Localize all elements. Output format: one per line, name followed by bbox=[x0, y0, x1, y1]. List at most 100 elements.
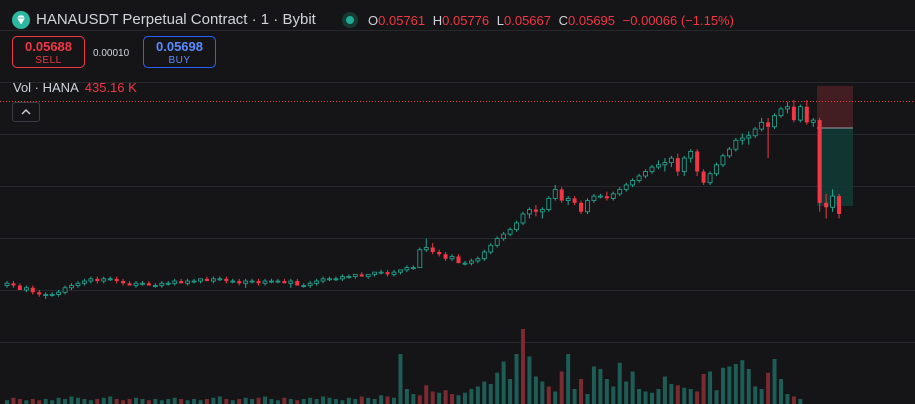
volume-bar bbox=[411, 394, 416, 404]
candle bbox=[398, 269, 403, 275]
volume-bar bbox=[179, 399, 184, 404]
candle-body bbox=[133, 282, 139, 286]
candle-body bbox=[598, 195, 603, 198]
candle bbox=[333, 276, 339, 282]
volume-bar bbox=[398, 354, 403, 404]
volume-bar bbox=[30, 399, 35, 404]
candle bbox=[359, 272, 364, 277]
candle-body bbox=[127, 283, 132, 286]
candle-body bbox=[75, 282, 81, 286]
candle bbox=[385, 269, 390, 277]
candle bbox=[579, 200, 584, 214]
candle-body bbox=[430, 247, 435, 252]
candle bbox=[598, 193, 603, 199]
sell-button[interactable]: 0.05688 SELL bbox=[12, 36, 85, 68]
candle bbox=[69, 283, 74, 290]
candle bbox=[752, 126, 758, 138]
candle bbox=[210, 276, 216, 284]
volume-bar bbox=[475, 386, 480, 404]
candle-body bbox=[114, 278, 119, 282]
candle-body bbox=[288, 280, 294, 284]
candle-body bbox=[37, 292, 42, 295]
volume-bar bbox=[172, 397, 177, 404]
candle bbox=[198, 278, 203, 284]
candle bbox=[572, 196, 577, 206]
volume-bar bbox=[740, 360, 745, 404]
candle-body bbox=[572, 198, 577, 203]
volume-bar bbox=[546, 386, 551, 404]
candle-body bbox=[481, 251, 487, 260]
volume-bar bbox=[24, 400, 29, 404]
candle bbox=[746, 131, 752, 145]
candle-body bbox=[372, 271, 378, 275]
symbol-title[interactable]: HANAUSDT Perpetual Contract · 1 · Bybit bbox=[36, 11, 316, 28]
volume-bar bbox=[443, 390, 448, 404]
candle-body bbox=[185, 280, 191, 284]
volume-bar bbox=[75, 397, 80, 404]
candle bbox=[146, 281, 151, 286]
close-label: C bbox=[558, 13, 569, 28]
volume-bar bbox=[695, 391, 700, 404]
volume-value: 435.16 K bbox=[84, 80, 137, 95]
candle-body bbox=[656, 164, 661, 168]
candle bbox=[410, 265, 416, 270]
buy-button[interactable]: 0.05698 BUY bbox=[143, 36, 216, 68]
candle bbox=[649, 164, 655, 174]
volume-bar bbox=[263, 396, 267, 404]
candle-body bbox=[778, 108, 784, 117]
candle-body bbox=[752, 128, 758, 137]
candle-body bbox=[539, 209, 545, 213]
candle-body bbox=[159, 282, 165, 286]
candle bbox=[320, 276, 326, 284]
volume-bar bbox=[798, 399, 803, 404]
volume-bar bbox=[688, 389, 693, 404]
candle bbox=[507, 227, 513, 237]
candle-body bbox=[217, 278, 223, 281]
candle-body bbox=[837, 196, 842, 214]
candle bbox=[4, 281, 10, 288]
candle bbox=[114, 276, 119, 284]
volume-bar bbox=[192, 399, 197, 404]
candle bbox=[714, 162, 719, 176]
candle bbox=[701, 169, 706, 185]
candlestick-series bbox=[4, 100, 842, 299]
candle-body bbox=[514, 222, 519, 231]
candle-body bbox=[507, 229, 513, 235]
position-overlay[interactable] bbox=[817, 86, 853, 206]
candle bbox=[243, 278, 249, 288]
volume-bar bbox=[243, 397, 248, 404]
volume-bar bbox=[237, 399, 242, 404]
volume-bar bbox=[11, 397, 16, 404]
high-value: 0.05776 bbox=[442, 13, 490, 28]
candle bbox=[179, 278, 184, 284]
volume-bar bbox=[456, 395, 461, 404]
volume-bar bbox=[101, 397, 106, 404]
candle bbox=[462, 260, 468, 266]
candle-body bbox=[121, 281, 126, 284]
candle-body bbox=[437, 252, 442, 255]
candle bbox=[49, 292, 55, 297]
candle-body bbox=[579, 202, 584, 212]
candle-body bbox=[237, 281, 242, 284]
candle-body bbox=[333, 278, 339, 281]
candle-body bbox=[797, 106, 803, 121]
chevron-up-icon[interactable] bbox=[12, 102, 40, 122]
volume-bar bbox=[211, 397, 216, 404]
candle bbox=[759, 117, 765, 132]
candle bbox=[643, 169, 648, 179]
low-value: 0.05667 bbox=[504, 13, 551, 28]
volume-legend[interactable]: Vol · HANA 435.16 K bbox=[13, 80, 137, 95]
candle bbox=[172, 278, 178, 286]
candle bbox=[810, 117, 816, 127]
candle-body bbox=[378, 271, 384, 274]
candle bbox=[778, 106, 784, 118]
volume-bar bbox=[88, 400, 93, 404]
candle bbox=[282, 278, 287, 284]
candle-body bbox=[314, 280, 320, 284]
low-label: L bbox=[496, 13, 504, 28]
candle bbox=[610, 191, 616, 201]
candle bbox=[733, 138, 739, 152]
volume-bar bbox=[508, 379, 513, 404]
candle bbox=[797, 104, 803, 123]
